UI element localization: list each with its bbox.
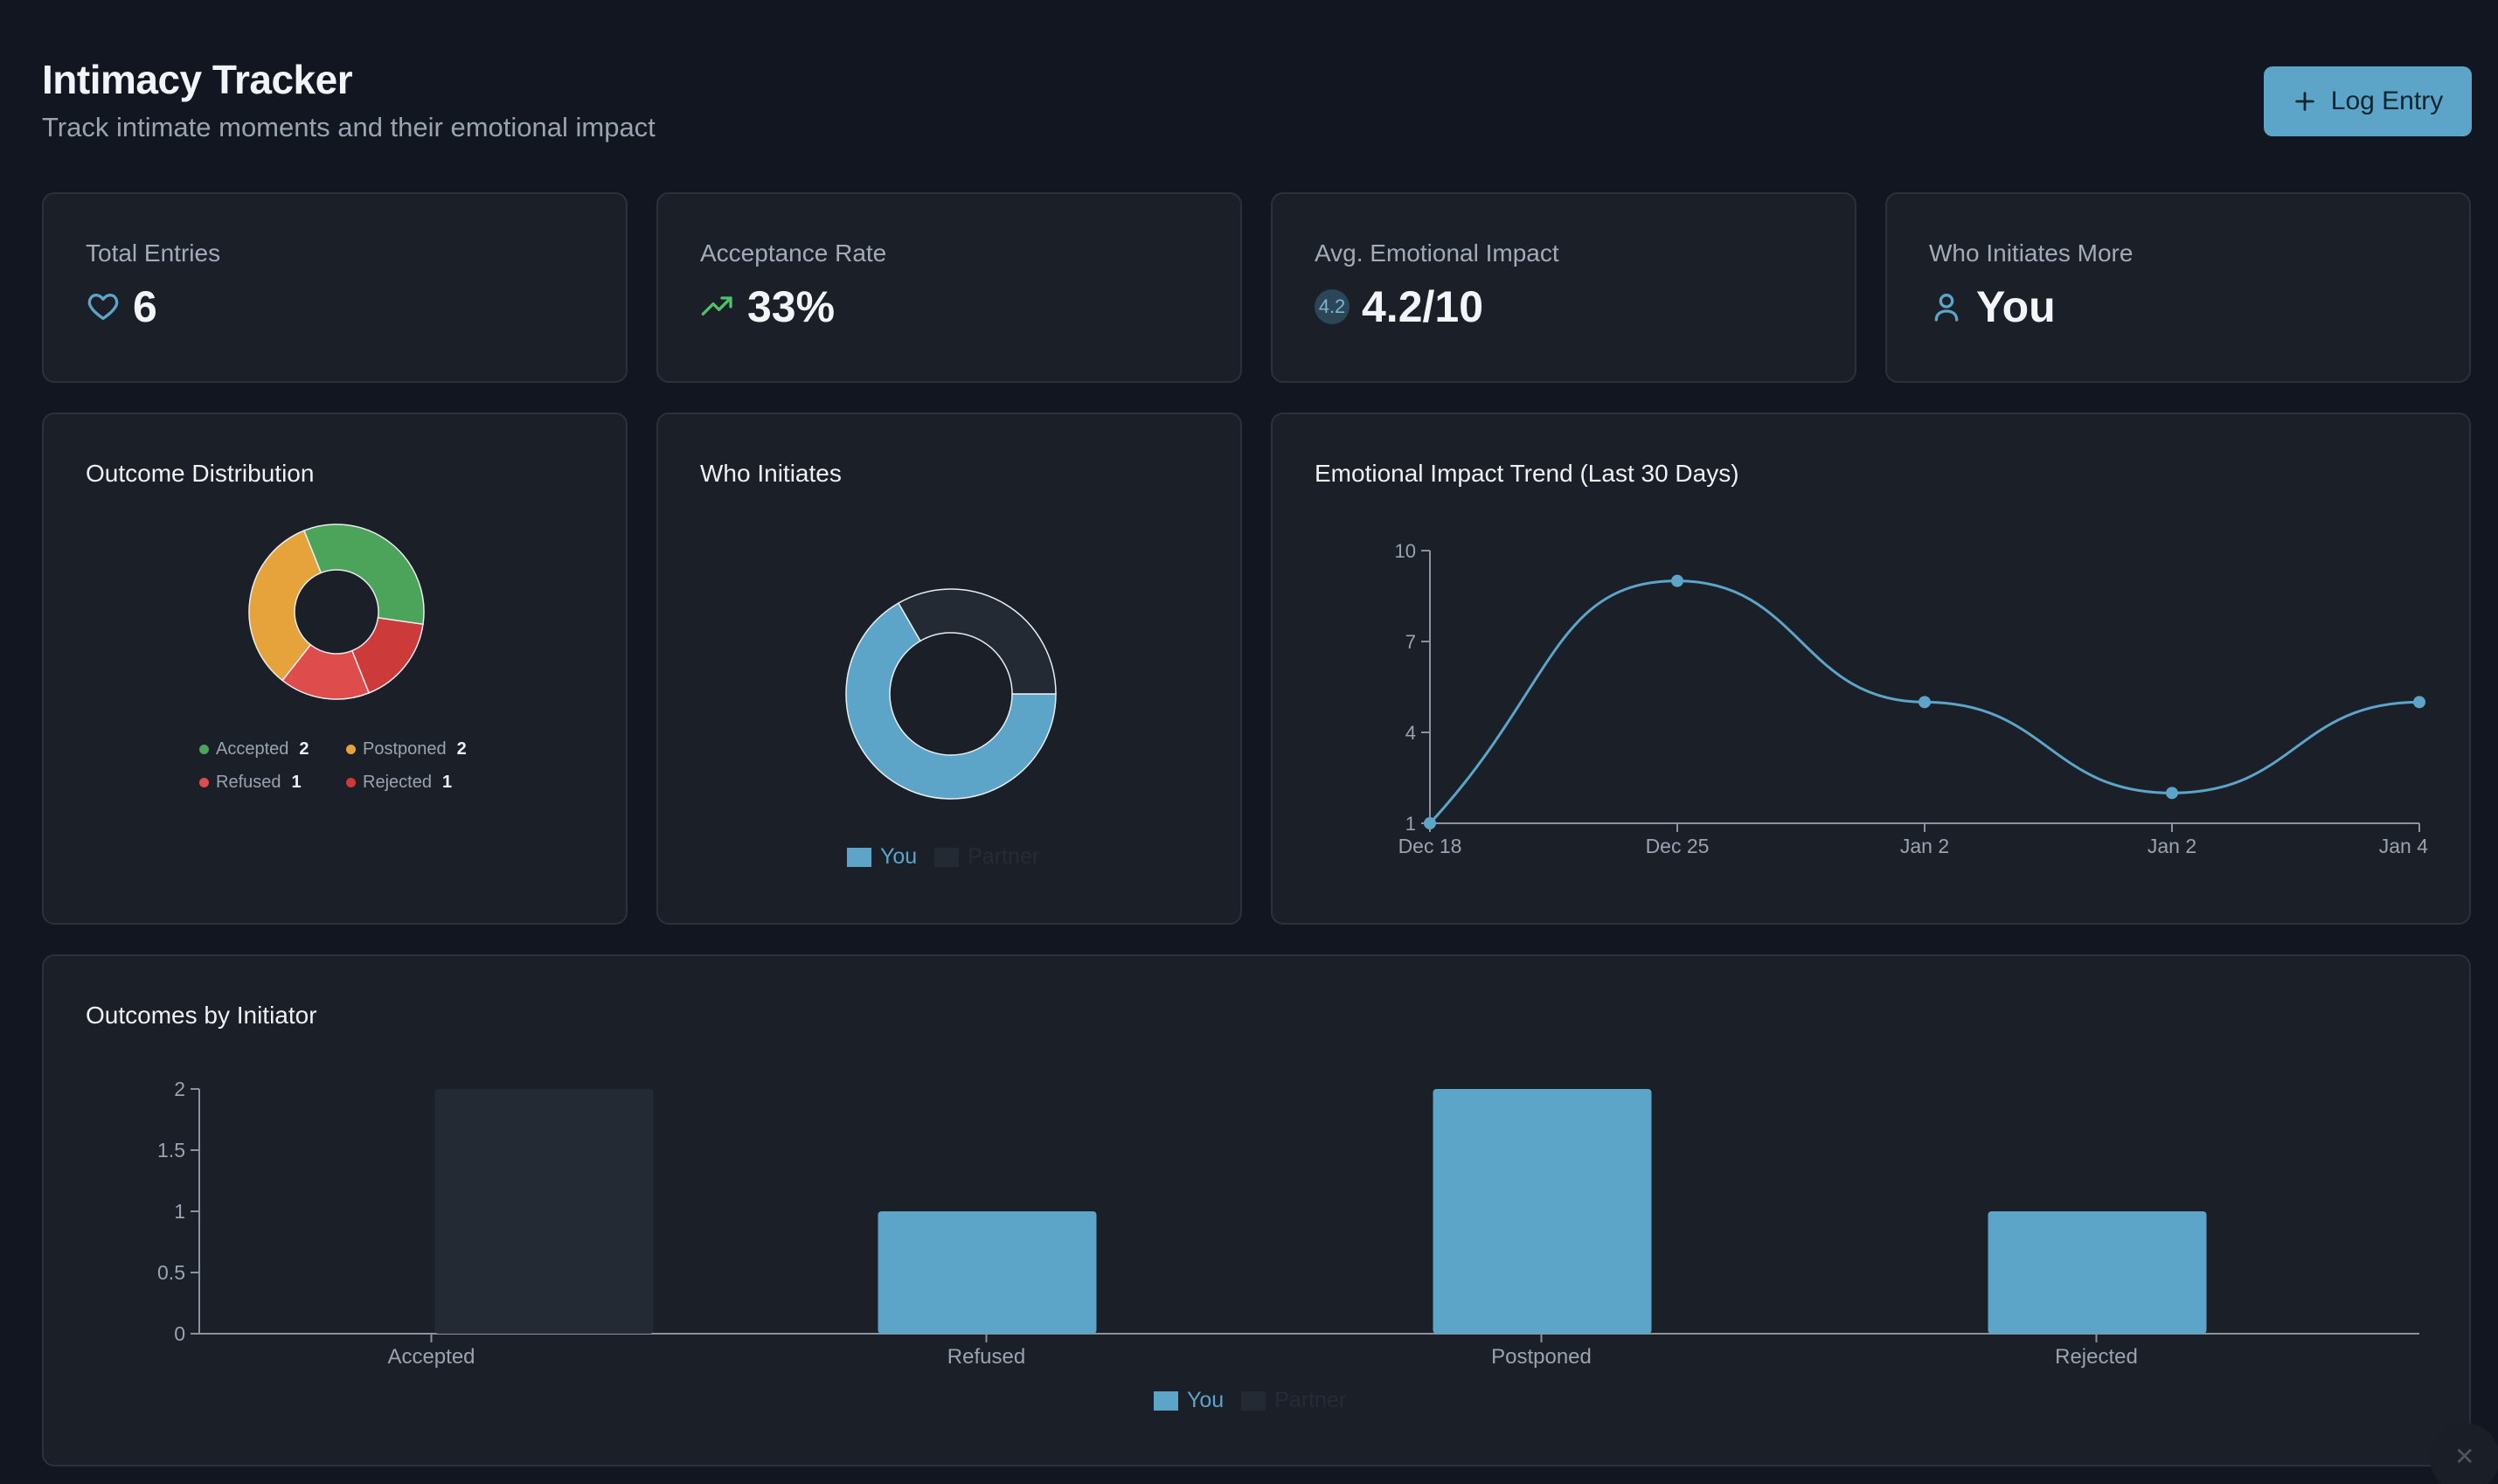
legend-label-you: You	[880, 844, 918, 869]
legend-label: Postponed	[363, 739, 447, 759]
initiates-legend: You Partner	[847, 844, 1039, 870]
bar-you-rejected	[1988, 1211, 2207, 1334]
legend-swatch-partner	[934, 847, 960, 867]
outcomes-by-initiator-card: Outcomes by Initiator 0 0.5 1 1.5 2 Accepted R…	[42, 954, 2471, 1467]
log-entry-button[interactable]: Log Entry	[2264, 66, 2472, 136]
close-fab-button[interactable]: ✕	[2430, 1423, 2498, 1484]
y-tick-label: 1	[174, 1200, 185, 1223]
legend-swatch-partner	[1241, 1390, 1266, 1411]
legend-count: 1	[441, 773, 453, 792]
legend-count: 2	[299, 739, 309, 759]
legend-accepted: Accepted 2	[199, 739, 309, 759]
legend-postponed: Postponed 2	[346, 739, 467, 759]
trending-up-icon	[701, 296, 732, 316]
bar-you-refused	[878, 1211, 1097, 1334]
impact-point-2	[1919, 696, 1931, 709]
bar-legend: You Partner	[1154, 1388, 1346, 1413]
legend-rejected: Rejected 1	[346, 773, 452, 793]
page-subtitle: Track intimate moments and their emotion…	[42, 112, 656, 142]
x-tick-label: Jan 2	[2148, 835, 2196, 857]
legend-label: Refused	[216, 773, 281, 792]
stat-value: 6	[133, 282, 157, 331]
x-tick-label: Postponed	[1491, 1345, 1592, 1369]
log-entry-label: Log Entry	[2330, 87, 2444, 115]
bar-you-postponed	[1433, 1089, 1652, 1334]
legend-dot	[199, 778, 209, 787]
x-tick-label: Refused	[947, 1345, 1025, 1369]
x-tick-label: Rejected	[2055, 1345, 2138, 1369]
initiates-slice-you	[845, 602, 1057, 800]
stat-value: 4.2/10	[1362, 282, 1484, 331]
stat-card-acceptance-rate: Acceptance Rate 33%	[656, 192, 1242, 383]
stat-card-total-entries: Total Entries 6	[42, 192, 628, 383]
page-title: Intimacy Tracker	[42, 57, 353, 102]
stat-value: You	[1976, 282, 2056, 331]
plus-icon	[2295, 92, 2314, 111]
impact-trend-line-chart: 1 4 7 10 Dec 18 Dec 25 Jan 2 Jan 2 Jan 4	[1395, 540, 2429, 857]
outcome-donut-chart	[248, 524, 425, 700]
heart-icon	[87, 294, 119, 320]
y-tick-label: 1.5	[157, 1139, 185, 1162]
stat-label: Who Initiates More	[1929, 239, 2134, 267]
impact-score-badge: 4.2	[1315, 289, 1350, 324]
legend-dot	[346, 745, 356, 754]
impact-point-4	[2413, 696, 2425, 709]
stat-card-avg-impact: Avg. Emotional Impact 4.2 4.2/10	[1271, 192, 1856, 383]
y-tick-label: 7	[1405, 631, 1416, 653]
impact-line	[1428, 579, 2420, 825]
card-title: Outcomes by Initiator	[86, 1002, 317, 1029]
outcome-distribution-card: Outcome Distribution Accepted 2 Postpone…	[42, 413, 628, 925]
legend-label-partner: Partner	[1274, 1388, 1347, 1412]
legend-refused: Refused 1	[199, 773, 302, 793]
y-tick-label: 0	[174, 1322, 185, 1345]
y-tick-label: 4	[1405, 722, 1416, 744]
y-tick-label: 10	[1395, 540, 1416, 562]
stat-value: 33%	[747, 282, 836, 331]
legend-swatch-you	[1154, 1390, 1178, 1411]
user-icon	[1934, 294, 1959, 322]
outcomes-bar-chart: 0 0.5 1 1.5 2 Accepted Refused Postponed Rejecte…	[157, 1078, 2419, 1369]
legend-count: 1	[291, 773, 302, 792]
initiates-donut-chart	[845, 588, 1057, 800]
impact-trend-card: Emotional Impact Trend (Last 30 Days) 1 4…	[1271, 413, 2471, 925]
who-initiates-card: Who Initiates You Partner	[656, 413, 1242, 925]
stat-card-who-initiates: Who Initiates More You	[1885, 192, 2471, 383]
y-tick-label: 2	[174, 1078, 185, 1100]
card-title: Who Initiates	[700, 460, 842, 487]
initiates-slice-partner	[897, 588, 1057, 695]
x-tick-label: Accepted	[387, 1345, 475, 1369]
impact-point-0	[1424, 817, 1436, 829]
card-title: Outcome Distribution	[86, 460, 315, 487]
impact-point-3	[2166, 787, 2178, 800]
stat-label: Acceptance Rate	[700, 239, 887, 267]
legend-dot	[346, 778, 356, 787]
x-tick-label: Jan 2	[1900, 835, 1949, 857]
legend-label: Rejected	[363, 773, 432, 792]
legend-dot	[199, 745, 209, 754]
impact-point-1	[1671, 574, 1683, 587]
legend-label: Accepted	[216, 739, 289, 759]
legend-label-you: You	[1187, 1388, 1225, 1412]
card-title: Emotional Impact Trend (Last 30 Days)	[1315, 460, 1739, 487]
y-tick-label: 0.5	[157, 1261, 185, 1284]
y-tick-label: 1	[1405, 813, 1416, 835]
x-tick-label: Dec 25	[1646, 835, 1710, 857]
bar-partner-accepted	[434, 1089, 654, 1334]
x-tick-label: Jan 4	[2379, 835, 2428, 857]
close-icon: ✕	[2454, 1443, 2475, 1470]
x-tick-label: Dec 18	[1398, 835, 1462, 857]
legend-label-partner: Partner	[968, 844, 1040, 869]
stat-label: Total Entries	[86, 239, 221, 267]
outcome-slice-accepted	[302, 524, 425, 626]
outcome-slice-postponed	[248, 530, 323, 682]
stat-label: Avg. Emotional Impact	[1315, 239, 1559, 267]
legend-count: 2	[456, 739, 467, 759]
legend-swatch-you	[847, 847, 871, 867]
